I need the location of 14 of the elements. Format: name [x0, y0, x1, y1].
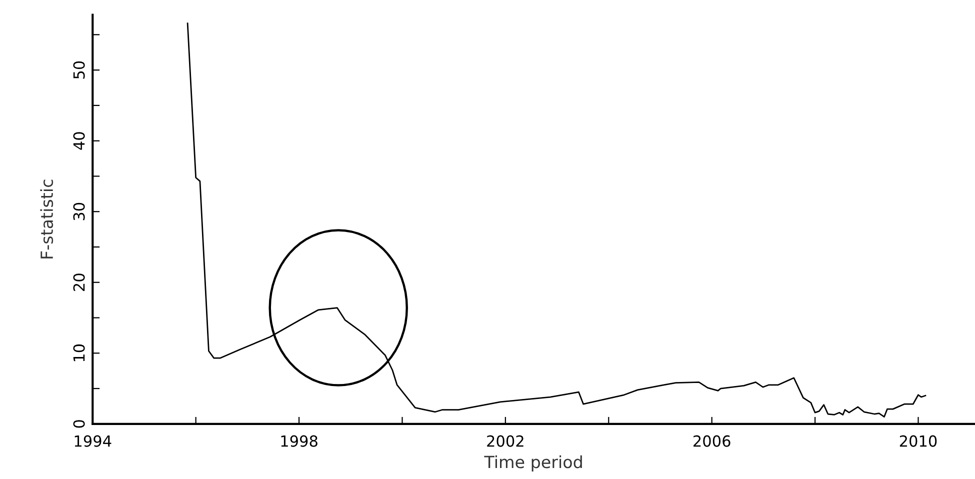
x-tick-label: 2010: [900, 435, 937, 447]
line-series: [186, 22, 926, 418]
x-axis-title: Time period: [484, 455, 582, 472]
y-tick-label: 10: [73, 344, 85, 362]
x-tick-label: 2002: [487, 435, 524, 447]
y-axis-title: F-statistic: [40, 180, 54, 258]
x-tick-label: 2006: [694, 435, 730, 447]
y-tick-label: 30: [73, 202, 85, 220]
y-tick-label: 50: [73, 61, 85, 79]
x-tick-label: 1994: [74, 435, 112, 447]
y-tick-label: 20: [73, 274, 85, 291]
x-tick-label: 1998: [281, 435, 318, 447]
y-tick-label: 0: [73, 420, 85, 428]
y-tick-label: 40: [73, 132, 85, 150]
